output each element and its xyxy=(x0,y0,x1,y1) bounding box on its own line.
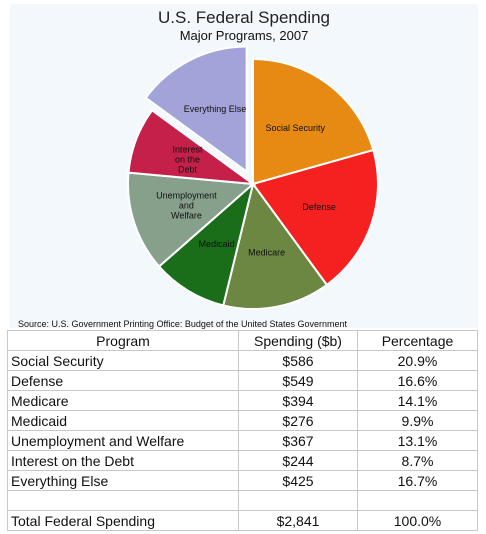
spacer-cell xyxy=(357,490,478,511)
table-spacer-row xyxy=(7,490,478,511)
cell-spending: $549 xyxy=(238,370,358,391)
cell-percentage: 14.1% xyxy=(357,390,478,411)
total-label: Total Federal Spending xyxy=(7,510,239,531)
cell-spending: $244 xyxy=(238,450,358,471)
pie-slice-defense xyxy=(251,148,379,287)
cell-percentage: 13.1% xyxy=(357,430,478,451)
table-row: Social Security $586 20.9% xyxy=(7,350,478,371)
chart-subtitle: Major Programs, 2007 xyxy=(179,28,309,43)
source-note: Source: U.S. Government Printing Office:… xyxy=(18,319,348,329)
pie-label-medicaid: Medicaid xyxy=(199,239,235,249)
table-row: Unemployment and Welfare $367 13.1% xyxy=(7,430,478,451)
table-row: Defense $549 16.6% xyxy=(7,370,478,391)
pie-slice-social-security xyxy=(252,57,375,186)
cell-percentage: 16.6% xyxy=(357,370,478,391)
table-row: Medicare $394 14.1% xyxy=(7,390,478,411)
pie-slice-medicare xyxy=(222,181,329,310)
spacer-cell xyxy=(7,490,239,511)
header-program: Program xyxy=(7,330,239,351)
chart-title: U.S. Federal Spending xyxy=(158,8,330,27)
pie-slice-everything-else xyxy=(144,45,248,174)
header-spending: Spending ($b) xyxy=(238,330,358,351)
table-row: Everything Else $425 16.7% xyxy=(7,470,478,491)
table-row: Medicaid $276 9.9% xyxy=(7,410,478,431)
cell-spending: $586 xyxy=(238,350,358,371)
pie-label-defense: Defense xyxy=(302,202,336,212)
spacer-cell xyxy=(238,490,358,511)
cell-percentage: 9.9% xyxy=(357,410,478,431)
header-percentage: Percentage xyxy=(357,330,478,351)
cell-program: Interest on the Debt xyxy=(7,450,239,471)
pie-chart: Social Security Defense Medicare Medicaid Un… xyxy=(127,45,379,310)
cell-spending: $367 xyxy=(238,430,358,451)
cell-program: Medicare xyxy=(7,390,239,411)
cell-percentage: 20.9% xyxy=(357,350,478,371)
pie-label-social-security: Social Security xyxy=(265,123,325,133)
total-spending: $2,841 xyxy=(238,510,358,531)
cell-spending: $425 xyxy=(238,470,358,491)
cell-percentage: 16.7% xyxy=(357,470,478,491)
chart-panel: U.S. Federal Spending Major Programs, 20… xyxy=(10,4,478,329)
cell-percentage: 8.7% xyxy=(357,450,478,471)
total-percentage: 100.0% xyxy=(357,510,478,531)
pie-slice-interest-on-the-debt xyxy=(127,108,257,186)
pie-label-unemployment-and-welfare: Unemployment and Welfare xyxy=(156,191,217,221)
pie-label-interest-on-the-debt: Interest on the Debt xyxy=(173,144,204,174)
cell-program: Social Security xyxy=(7,350,239,371)
pie-slice-medicaid xyxy=(157,181,255,307)
table-row: Interest on the Debt $244 8.7% xyxy=(7,450,478,471)
cell-program: Defense xyxy=(7,370,239,391)
table-header-row: Program Spending ($b) Percentage xyxy=(7,330,478,351)
cell-program: Medicaid xyxy=(7,410,239,431)
cell-spending: $394 xyxy=(238,390,358,411)
cell-spending: $276 xyxy=(238,410,358,431)
table-total-row: Total Federal Spending $2,841 100.0% xyxy=(7,510,478,531)
pie-label-medicare: Medicare xyxy=(248,248,285,258)
spending-table: Program Spending ($b) Percentage Social … xyxy=(7,330,478,531)
cell-program: Unemployment and Welfare xyxy=(7,430,239,451)
pie-label-everything-else: Everything Else xyxy=(184,104,247,114)
cell-program: Everything Else xyxy=(7,470,239,491)
pie-slice-unemployment-and-welfare xyxy=(127,171,256,268)
